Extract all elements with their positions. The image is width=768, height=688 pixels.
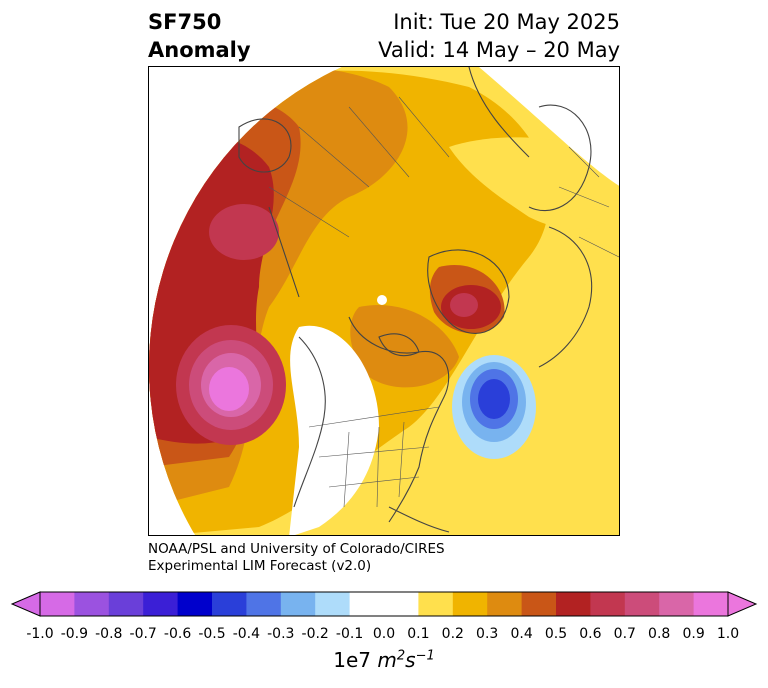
colorbar-ticks: -1.0 -0.9 -0.8 -0.7 -0.6 -0.5 -0.4 -0.3 -0.2 -0.1… (0, 626, 768, 646)
colorbar-cell (418, 592, 454, 616)
contour-0.9 (209, 367, 249, 411)
colorbar-tick-label: -0.3 (267, 626, 295, 642)
contour-zero-spot (377, 295, 387, 305)
colorbar (10, 591, 758, 617)
borders-us-states (318, 421, 430, 508)
coast-siberia (238, 118, 292, 173)
colorbar-cell (108, 592, 144, 616)
anomaly-map (149, 67, 619, 535)
credit-line-2: Experimental LIM Forecast (v2.0) (148, 558, 372, 574)
colorbar-cell (556, 592, 591, 616)
colorbar-tick-label: -0.4 (232, 626, 261, 642)
colorbar-cell (212, 592, 247, 616)
coast-hudson-bay (378, 333, 420, 357)
colorbar-tick-label: -0.9 (60, 626, 89, 642)
colorbar-cell (143, 592, 179, 616)
colorbar-cell (246, 592, 282, 616)
colorbar-tick-label: 0.4 (510, 626, 533, 642)
units-m: m (377, 648, 397, 672)
colorbar-cell (590, 592, 626, 616)
map-dates: Init: Tue 20 May 2025 Valid: 14 May – 20… (378, 8, 620, 64)
colorbar-tick-label: 0.9 (682, 626, 705, 642)
colorbar-tick-label: -0.1 (335, 626, 364, 642)
colorbar-tick-label: -0.8 (95, 626, 123, 642)
colorbar-tick-label: 0.7 (613, 626, 636, 642)
contour-0.1-europe (449, 137, 619, 230)
borders-europe (558, 146, 619, 258)
units-scale: 1e7 (333, 648, 372, 672)
coast-us-west (293, 336, 326, 508)
colorbar-tick-label: 0.0 (372, 626, 396, 642)
units-s: s (405, 648, 416, 672)
colorbar-tick-label: -0.2 (301, 626, 329, 642)
colorbar-cell (659, 592, 695, 616)
colorbar-tick-label: 1.0 (716, 626, 740, 642)
colorbar-cell (349, 592, 385, 616)
colorbar-tick-label: -0.5 (198, 626, 226, 642)
colorbar-cells (40, 592, 729, 616)
valid-range: Valid: 14 May – 20 May (378, 38, 620, 62)
credit-text: NOAA/PSL and University of Colorado/CIRE… (148, 541, 445, 575)
coast-greenland (427, 249, 510, 334)
borders-asia (268, 96, 450, 238)
contour-0.6-bering (209, 204, 279, 260)
colorbar-cell (624, 592, 660, 616)
coast-gulf (388, 506, 450, 533)
colorbar-cell (384, 592, 419, 616)
contour-neg-0.4 (478, 379, 510, 419)
colorbar-tick-label: 0.2 (441, 626, 464, 642)
colorbar-cell (177, 592, 213, 616)
colorbar-tick-label: 0.8 (648, 626, 671, 642)
coast-alaska (268, 206, 300, 298)
contour-zero-europe (479, 67, 619, 187)
colorbar-extend-min (10, 591, 41, 617)
colorbar-tick-label: -0.6 (163, 626, 192, 642)
map-title: SF750 Anomaly (148, 8, 251, 64)
colorbar-tick-label: 0.1 (407, 626, 430, 642)
colorbar-tick-label: -0.7 (129, 626, 157, 642)
colorbar-cell (693, 592, 729, 616)
coast-asia (468, 67, 530, 158)
colorbar-cell (487, 592, 523, 616)
contour-layer (149, 67, 619, 535)
init-date: Init: Tue 20 May 2025 (393, 10, 620, 34)
colorbar-tick-label: 0.6 (579, 626, 602, 642)
contour-0.3-canada (350, 305, 459, 388)
units-m-exp: 2 (396, 648, 406, 664)
contour-0.6-greenland-core (450, 293, 478, 317)
colorbar-cell (315, 592, 351, 616)
credit-line-1: NOAA/PSL and University of Colorado/CIRE… (148, 541, 445, 557)
colorbar-outline (39, 591, 729, 617)
title-type: Anomaly (148, 38, 251, 62)
borders (268, 96, 619, 508)
colorbar-extend-max (727, 591, 758, 617)
colorbar-cell (521, 592, 557, 616)
colorbar-cell (74, 592, 110, 616)
border-us-canada (308, 406, 440, 428)
colorbar-tick-label: 0.3 (476, 626, 499, 642)
title-variable: SF750 (148, 10, 222, 34)
units-s-exp: −1 (415, 648, 435, 664)
colorbar-tick-label: 0.5 (544, 626, 568, 642)
colorbar-tick-label: -1.0 (26, 626, 54, 642)
colorbar-cell (452, 592, 488, 616)
coast-western-europe (538, 226, 593, 368)
colorbar-units: 1e7 m2s−1 (0, 648, 768, 672)
colorbar-cell (40, 592, 75, 616)
colorbar-cell (280, 592, 316, 616)
map-panel (148, 66, 620, 536)
